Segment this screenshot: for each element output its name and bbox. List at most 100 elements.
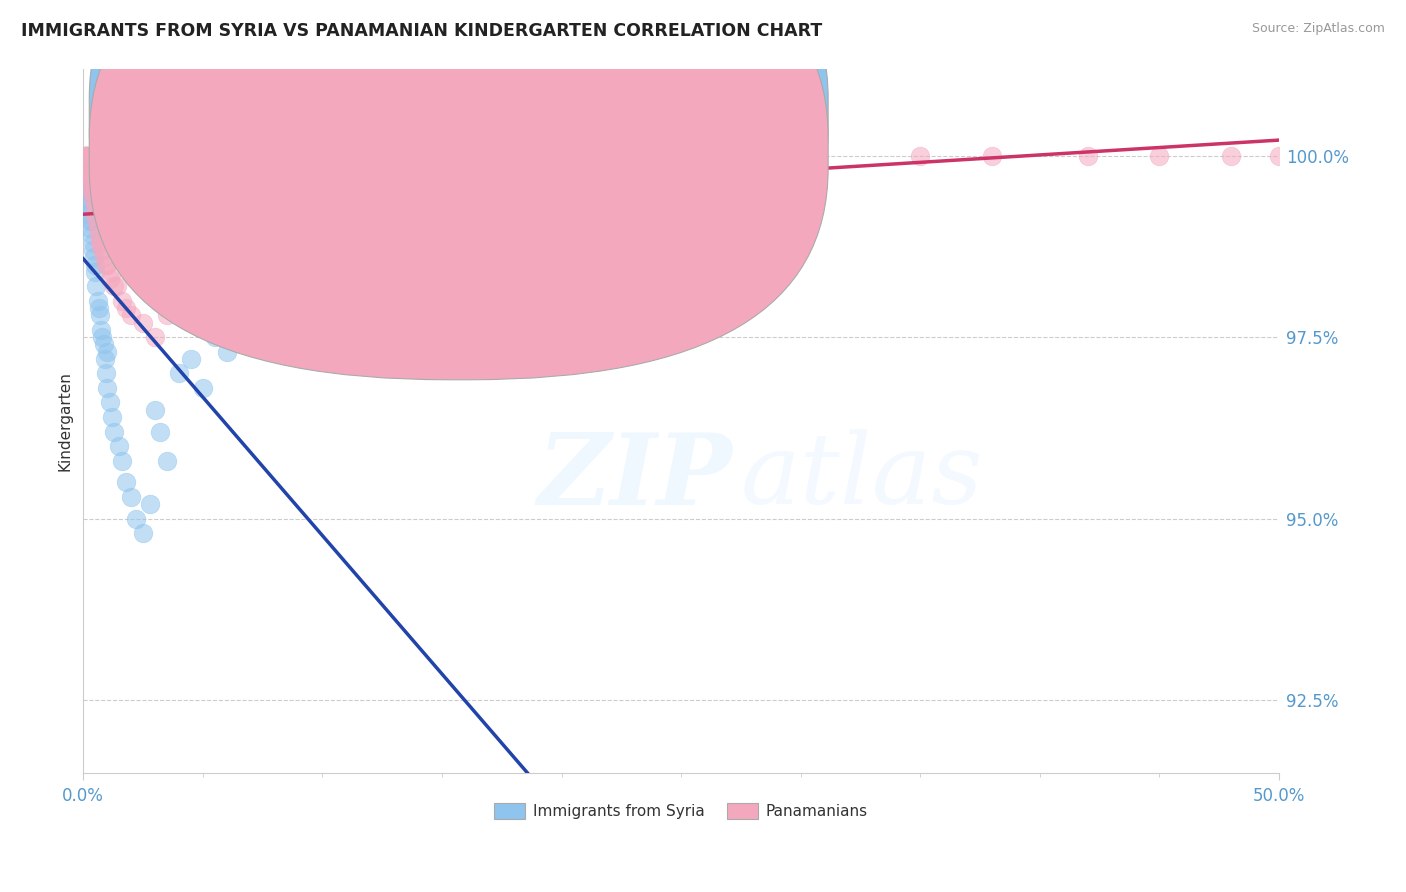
Point xyxy=(79,185,101,199)
Point xyxy=(215,185,238,199)
Point xyxy=(94,243,117,257)
Point xyxy=(77,178,100,192)
Point xyxy=(167,221,190,235)
Point xyxy=(80,148,103,162)
Point xyxy=(191,381,214,395)
Point xyxy=(77,148,100,162)
Point xyxy=(75,163,97,178)
Point xyxy=(215,344,238,359)
Point xyxy=(87,301,110,315)
Text: ZIP: ZIP xyxy=(537,429,733,525)
Point xyxy=(191,207,214,221)
Point xyxy=(73,148,96,162)
Point xyxy=(75,148,97,162)
FancyBboxPatch shape xyxy=(89,0,828,341)
Point xyxy=(84,265,107,279)
Point xyxy=(80,228,103,243)
FancyBboxPatch shape xyxy=(430,87,699,181)
Point xyxy=(75,148,97,162)
Point xyxy=(77,192,100,206)
Point xyxy=(789,148,811,162)
Point xyxy=(82,192,104,206)
Point xyxy=(101,409,124,424)
Y-axis label: Kindergarten: Kindergarten xyxy=(58,371,72,471)
Point xyxy=(75,163,97,178)
Point xyxy=(77,178,100,192)
Point xyxy=(79,163,101,178)
Point xyxy=(91,243,114,257)
Point xyxy=(311,163,333,178)
Point xyxy=(83,258,105,272)
Point xyxy=(103,279,125,293)
Text: Source: ZipAtlas.com: Source: ZipAtlas.com xyxy=(1251,22,1385,36)
Point xyxy=(75,148,97,162)
Point xyxy=(98,272,121,286)
Point xyxy=(83,199,105,213)
Text: R =  0.315    N = 60: R = 0.315 N = 60 xyxy=(481,104,678,122)
Point xyxy=(359,148,381,162)
Point xyxy=(75,148,97,162)
Point xyxy=(77,199,100,213)
Point xyxy=(156,309,179,323)
Point xyxy=(75,170,97,185)
Point xyxy=(83,185,105,199)
Point xyxy=(228,309,250,323)
Point xyxy=(76,156,98,170)
Point xyxy=(125,511,148,525)
Point xyxy=(77,156,100,170)
Point xyxy=(76,148,98,162)
Point xyxy=(82,178,104,192)
Point xyxy=(108,439,131,453)
Point xyxy=(96,258,118,272)
Point xyxy=(77,170,100,185)
Point xyxy=(76,163,98,178)
Point xyxy=(91,330,114,344)
Point xyxy=(73,148,96,162)
Point xyxy=(93,250,115,264)
Point xyxy=(82,235,104,250)
Point xyxy=(981,148,1004,162)
Point xyxy=(94,258,117,272)
Point xyxy=(132,526,155,541)
Point xyxy=(132,316,155,330)
Point xyxy=(120,309,142,323)
Point xyxy=(75,148,97,162)
Point xyxy=(239,330,262,344)
Legend: Immigrants from Syria, Panamanians: Immigrants from Syria, Panamanians xyxy=(488,797,873,825)
Point xyxy=(79,214,101,228)
Point xyxy=(77,148,100,162)
Point xyxy=(143,402,166,417)
Point xyxy=(86,221,108,235)
Point xyxy=(76,185,98,199)
Point xyxy=(110,453,132,467)
Point xyxy=(79,170,101,185)
Point xyxy=(96,381,118,395)
Point xyxy=(598,148,620,162)
Point xyxy=(101,265,124,279)
Point xyxy=(84,207,107,221)
Point xyxy=(80,199,103,213)
Point xyxy=(1268,148,1291,162)
Point xyxy=(143,330,166,344)
Point xyxy=(80,148,103,162)
Point xyxy=(89,309,111,323)
Point xyxy=(1077,148,1099,162)
FancyBboxPatch shape xyxy=(89,0,828,380)
Point xyxy=(908,148,931,162)
Text: atlas: atlas xyxy=(741,429,984,524)
Point xyxy=(86,279,108,293)
Point xyxy=(82,243,104,257)
Point xyxy=(139,497,162,511)
Point xyxy=(77,148,100,162)
Point xyxy=(80,185,103,199)
Point xyxy=(79,221,101,235)
Point xyxy=(90,323,112,337)
Point xyxy=(149,425,172,439)
Point xyxy=(83,250,105,264)
Point xyxy=(180,351,202,366)
Point xyxy=(430,148,453,162)
Point xyxy=(76,148,98,162)
Point xyxy=(263,293,285,308)
Point xyxy=(77,207,100,221)
Point xyxy=(110,293,132,308)
